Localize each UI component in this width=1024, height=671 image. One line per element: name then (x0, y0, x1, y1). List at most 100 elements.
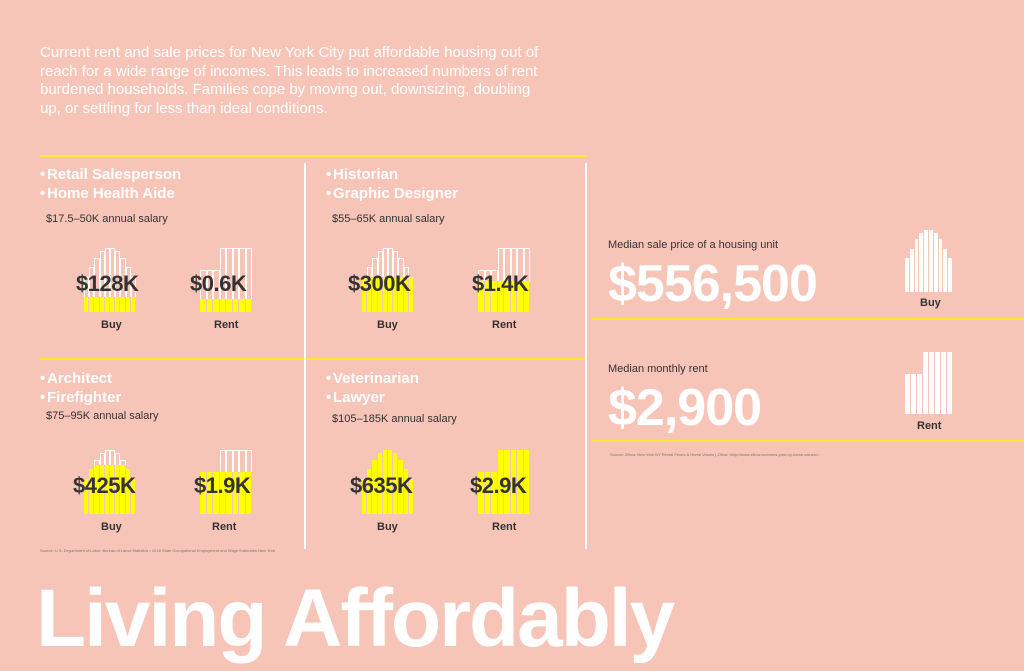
afford-bar-fill (491, 472, 498, 514)
median-bar (905, 257, 910, 292)
price-bar-outline (99, 251, 105, 312)
price-bar-outline (497, 248, 504, 312)
afford-bar-fill (484, 472, 491, 514)
median-sale-value: $556,500 (608, 255, 818, 313)
median-bar (924, 230, 929, 292)
afford-bar-fill (232, 298, 239, 312)
job-title-1: Retail Salesperson (47, 166, 182, 183)
price-bar-outline (120, 257, 126, 312)
afford-bar-fill (219, 471, 226, 514)
price-bar-outline (510, 248, 517, 312)
rent-bars (478, 248, 530, 312)
buy-value: $300K (348, 271, 411, 296)
afford-bar-fill (403, 469, 409, 514)
afford-bar-fill (104, 465, 110, 514)
panel-veterinarian-lawyer: • Veterinarian • Lawyer $105–185K annual s… (326, 368, 591, 558)
rent-bars (200, 248, 252, 312)
bullet: • (326, 166, 332, 183)
rent-bars (478, 450, 530, 514)
source-note-left: Source: U.S. Department of Labor, Bureau… (40, 548, 275, 553)
rent-caption-right: Rent (917, 420, 942, 432)
afford-bar-fill (504, 450, 511, 514)
afford-bar-fill (523, 281, 530, 312)
afford-bar-fill (206, 472, 213, 514)
afford-bar-fill (497, 450, 504, 514)
job-title-2: Home Health Aide (47, 185, 175, 202)
median-bar (905, 373, 911, 414)
afford-bar-fill (239, 298, 246, 312)
afford-bar-fill (120, 297, 126, 312)
afford-bar-fill (517, 281, 524, 312)
rule-middle-left (40, 358, 587, 360)
median-bar (941, 352, 947, 414)
afford-bar-fill (110, 297, 116, 312)
afford-bar-fill (94, 297, 100, 312)
afford-bar-fill (226, 471, 233, 514)
divider-center (304, 163, 306, 549)
afford-bar-fill (367, 277, 373, 312)
price-bar-outline (523, 248, 530, 312)
rent-icon-bars (905, 352, 953, 414)
afford-bar-fill (226, 298, 233, 312)
afford-bar-fill (377, 453, 383, 514)
afford-bar-fill (99, 297, 105, 312)
afford-bar-fill (115, 465, 121, 514)
buy-bars (84, 248, 136, 312)
median-bar (929, 352, 935, 414)
job-title-2: Firefighter (47, 389, 122, 406)
buy-icon-bars (905, 230, 953, 292)
price-bar-outline (504, 248, 511, 312)
median-bar (917, 373, 923, 414)
afford-bar-fill (398, 459, 404, 514)
afford-bar-fill (393, 453, 399, 514)
afford-bar-fill (523, 450, 530, 514)
price-bar-outline (104, 248, 110, 312)
rent-value: $1.9K (194, 473, 251, 498)
buy-caption: Buy (377, 319, 398, 331)
bullet: • (40, 389, 46, 406)
price-bar-outline (206, 270, 213, 312)
afford-bar-fill (491, 281, 498, 312)
afford-bar-fill (125, 469, 131, 514)
afford-bar-fill (388, 450, 394, 514)
buy-caption: Buy (101, 521, 122, 533)
buy-value: $425K (73, 473, 136, 498)
salary-range: $55–65K annual salary (332, 213, 445, 225)
afford-bar-fill (99, 465, 105, 514)
afford-bar-fill (382, 277, 388, 312)
job-title-1: Architect (47, 370, 113, 387)
afford-bar-fill (200, 298, 207, 312)
afford-bar-fill (372, 459, 378, 514)
median-bar (948, 257, 953, 292)
price-bar-outline (110, 248, 116, 312)
salary-range: $17.5–50K annual salary (46, 213, 168, 225)
buy-bars (362, 248, 414, 312)
median-bar (938, 239, 944, 292)
afford-bar-fill (398, 277, 404, 312)
rent-caption: Rent (492, 319, 517, 331)
rule-right-1 (592, 318, 1024, 320)
job-title-2: Graphic Designer (333, 185, 459, 202)
buy-bars (362, 450, 414, 514)
salary-range: $75–95K annual salary (46, 410, 159, 422)
job-title-1: Veterinarian (333, 370, 419, 387)
afford-bar-fill (115, 297, 121, 312)
price-bar-outline (239, 248, 246, 312)
source-note-right: Source: Zillow, New York NY Rental Price… (610, 452, 820, 457)
buy-caption-right: Buy (920, 297, 941, 309)
afford-bar-fill (497, 281, 504, 312)
job-title-2: Lawyer (333, 389, 385, 406)
price-bar-outline (94, 257, 100, 312)
median-bar (943, 248, 949, 292)
afford-bar-fill (200, 472, 207, 514)
afford-bar-fill (89, 297, 95, 312)
rule-right-2 (592, 440, 1024, 442)
afford-bar-fill (362, 478, 368, 514)
afford-bar-fill (130, 478, 136, 514)
rent-value: $1.4K (472, 271, 529, 296)
price-bar-outline (213, 270, 220, 312)
afford-bar-fill (517, 450, 524, 514)
median-bar (947, 352, 953, 414)
afford-bar-fill (478, 281, 485, 312)
afford-bar-fill (510, 450, 517, 514)
